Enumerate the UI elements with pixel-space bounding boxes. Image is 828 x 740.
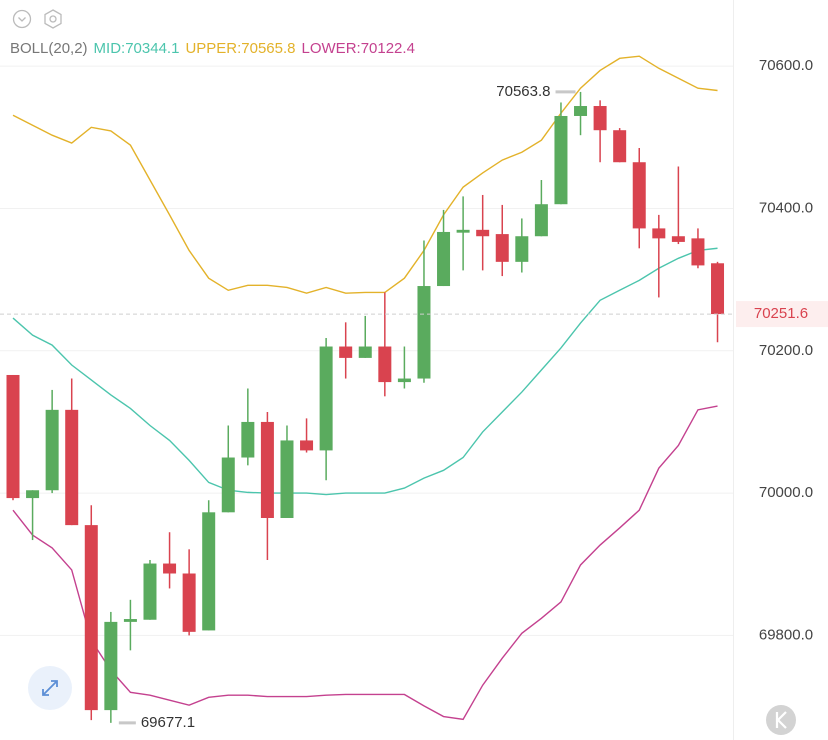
y-tick-label: 69800.0	[759, 626, 813, 643]
expand-button[interactable]	[28, 666, 72, 710]
candle-body	[84, 525, 98, 711]
candle-body	[319, 346, 333, 451]
y-tick-label: 70000.0	[759, 484, 813, 501]
candle-body	[65, 409, 79, 526]
candle-body	[123, 619, 137, 622]
indicator-name: BOLL(20,2)	[10, 40, 88, 57]
candle-body	[163, 563, 177, 574]
legend-entry: MID:70344.1	[94, 40, 180, 57]
candle-body	[143, 563, 157, 620]
candle-body	[104, 621, 118, 711]
candle-body	[613, 130, 627, 163]
candle-body	[221, 457, 235, 513]
candle-body	[339, 346, 353, 358]
candle-body	[574, 106, 588, 116]
candle-body	[260, 421, 274, 518]
high-marker-label: 70563.8	[496, 83, 550, 100]
candle-body	[202, 512, 216, 631]
candle-body	[652, 228, 666, 239]
logo-mark	[775, 711, 787, 729]
settings-dot	[49, 15, 57, 23]
candle-body	[632, 162, 646, 229]
candle-body	[671, 236, 685, 242]
candle-body	[437, 231, 451, 287]
indicator-legend: BOLL(20,2) MID:70344.1 UPPER:70565.8 LOWER:…	[10, 40, 415, 57]
plot: 70600.0 70400.0 70200.0 70000.0 69800.0 70251…	[0, 55, 828, 731]
expand-icon	[42, 680, 58, 696]
last-price-bg	[736, 301, 828, 328]
candle-body	[6, 374, 20, 499]
logo	[766, 705, 796, 735]
candle-body	[378, 346, 392, 383]
candle-body	[554, 115, 568, 205]
band-line	[12, 55, 718, 294]
chevron	[18, 17, 26, 22]
band-line	[12, 247, 718, 496]
collapse-icon	[12, 9, 32, 29]
legend-entry: LOWER:70122.4	[302, 40, 415, 57]
band-line	[12, 405, 718, 721]
candle-body	[300, 440, 314, 451]
candle-body	[397, 378, 411, 383]
candle-body	[241, 421, 255, 458]
y-tick-label: 70400.0	[759, 199, 813, 216]
candle-body	[456, 229, 470, 233]
collapse-button[interactable]	[12, 9, 32, 29]
last-price-label: 70251.6	[754, 305, 808, 322]
candle-body	[711, 263, 725, 315]
low-marker-label: 69677.1	[141, 714, 195, 731]
candle-body	[358, 346, 372, 358]
candle-body	[26, 490, 40, 499]
legend-entry: UPPER:70565.8	[185, 40, 295, 57]
settings-button[interactable]	[44, 9, 62, 29]
candle-body	[495, 234, 509, 262]
candle-body	[417, 286, 431, 379]
y-tick-label: 70200.0	[759, 342, 813, 359]
settings-icon	[44, 9, 62, 29]
candle-body	[515, 236, 529, 262]
candle-body	[691, 238, 705, 266]
candle-body	[280, 440, 294, 518]
candle-body	[534, 204, 548, 237]
y-tick-label: 70600.0	[759, 57, 813, 74]
candle-body	[182, 573, 196, 632]
logo-bg	[766, 705, 796, 735]
candle-body	[593, 106, 607, 131]
candle-body	[45, 409, 59, 491]
candle-body	[476, 229, 490, 237]
